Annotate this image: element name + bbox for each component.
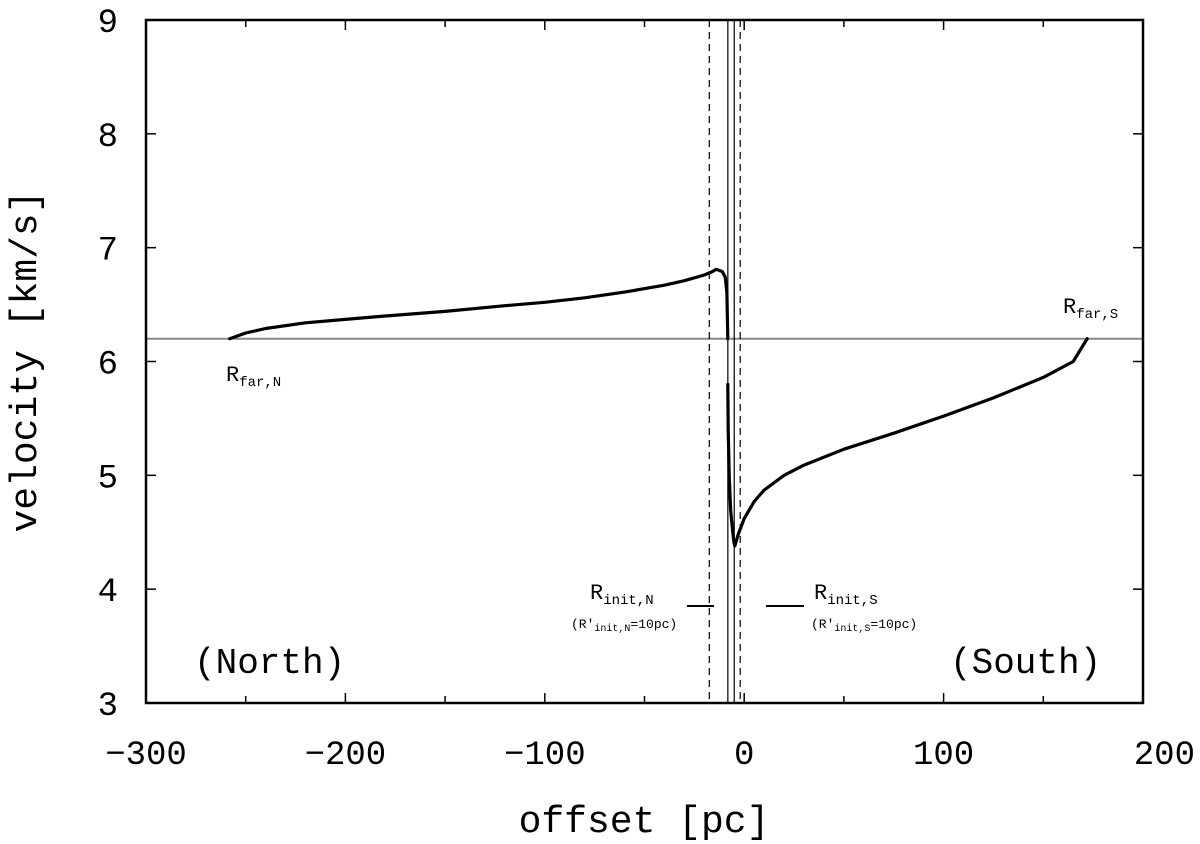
annotation-r-init-n: Rinit,N xyxy=(590,581,654,609)
x-tick-label: 200 xyxy=(1134,737,1195,775)
annotation-r-far-s: Rfar,S xyxy=(1063,295,1118,323)
ticks-layer: −300 −200 −100 0 100 200 3 4 5 6 7 8 9 xyxy=(98,5,1195,775)
annotation-r-init-s: Rinit,S xyxy=(814,581,878,609)
x-tick-label: −100 xyxy=(504,737,586,775)
annotation-r-far-n: Rfar,N xyxy=(226,363,281,391)
y-tick-label: 8 xyxy=(98,119,118,157)
x-tick-label: 100 xyxy=(913,737,974,775)
y-tick-label: 9 xyxy=(98,5,118,43)
annotation-r-init-s-note: (R′init,S=10pc) xyxy=(811,617,917,635)
x-axis-title: offset [pc] xyxy=(519,801,770,844)
y-tick-label: 7 xyxy=(98,233,118,271)
series-line-south xyxy=(726,337,1089,548)
y-tick-label: 5 xyxy=(98,460,118,498)
x-tick-label: −200 xyxy=(305,737,387,775)
series-line-north xyxy=(228,267,730,341)
y-tick-label: 6 xyxy=(98,347,118,385)
y-axis-title: velocity [km/s] xyxy=(5,190,48,532)
y-tick-label: 4 xyxy=(98,574,118,612)
south-label: (South) xyxy=(950,643,1101,684)
vertical-lines-layer xyxy=(708,20,741,703)
series-layer xyxy=(228,267,1089,548)
north-label: (North) xyxy=(194,643,345,684)
annotation-r-init-n-note: (R′init,N=10pc) xyxy=(571,617,677,635)
y-tick-label: 3 xyxy=(98,688,118,726)
x-tick-label: −300 xyxy=(105,737,187,775)
x-tick-label: 0 xyxy=(734,737,754,775)
